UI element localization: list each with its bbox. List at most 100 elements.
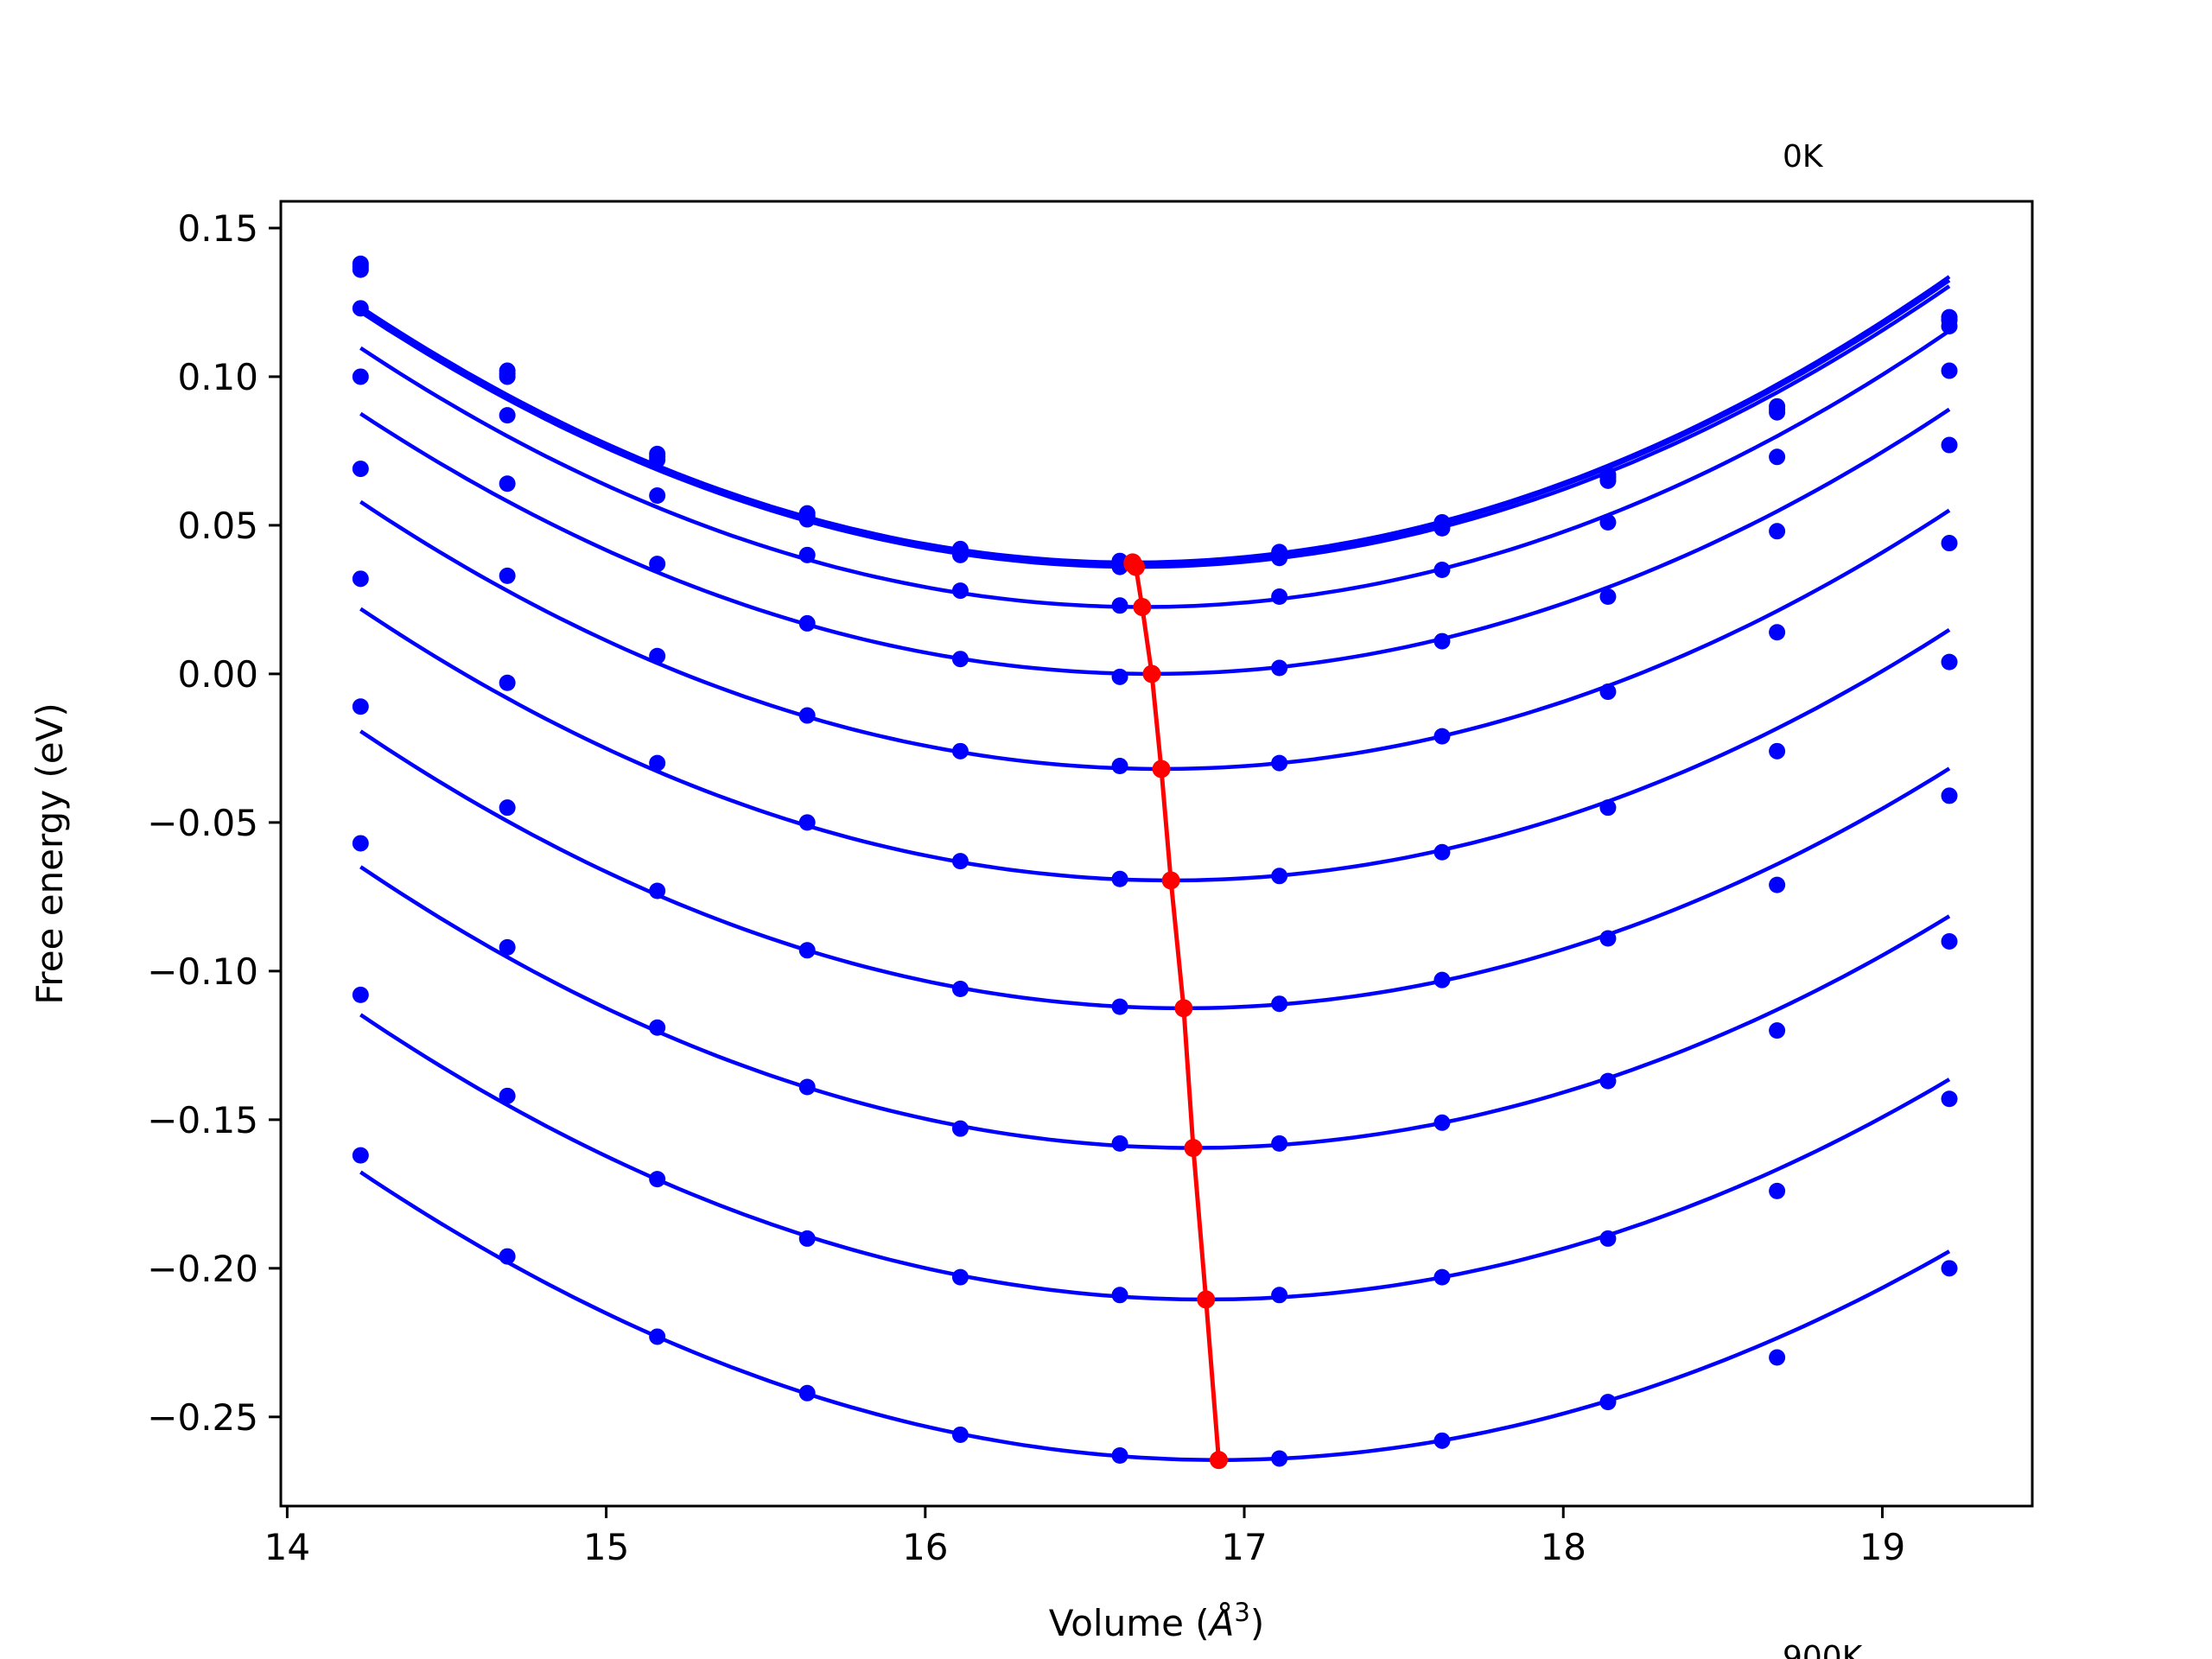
y-tick-label: −0.05 [147,802,258,844]
y-tick-label: −0.25 [147,1396,258,1439]
minima-layer [1123,553,1228,1470]
data-point [1599,799,1617,817]
data-point [951,853,969,870]
data-point [1941,1090,1958,1108]
data-point [1433,843,1451,861]
x-tick-label: 19 [1859,1526,1905,1568]
minimum-point [1142,664,1161,683]
data-point [1599,1230,1617,1247]
series-8 [352,835,1958,1152]
y-tick-label: 0.15 [177,207,258,250]
data-point [798,942,816,959]
data-point [1111,1447,1128,1465]
data-point [1941,317,1958,334]
data-point [1769,523,1786,540]
data-point [798,707,816,724]
data-point [1111,758,1128,775]
data-point [1769,448,1786,466]
series-10 [352,1147,1958,1467]
x-axis-label: Volume (Å3) [1049,1598,1265,1644]
data-point [1271,550,1288,567]
data-point [1769,1022,1786,1039]
data-point [1599,1072,1617,1090]
data-point [1271,588,1288,605]
data-point [1111,1287,1128,1304]
x-axis-ticks: 14 15 16 17 18 19 [264,1506,1905,1568]
y-tick-label: 0.10 [177,356,258,398]
minimum-point [1174,999,1193,1018]
series-curve [359,865,1951,1150]
minimum-point [1161,871,1180,890]
data-point [1111,870,1128,887]
x-tick-label: 14 [264,1526,310,1568]
data-point [352,300,369,317]
data-point [1769,1349,1786,1366]
data-point [499,407,516,424]
data-point [499,368,516,385]
series-curve [359,1013,1951,1302]
data-point [649,556,666,573]
y-tick-label: −0.10 [147,950,258,993]
data-point [1941,535,1958,552]
data-point [1599,1394,1617,1411]
data-point [352,368,369,385]
data-point [499,1248,516,1265]
data-point [1433,1114,1451,1131]
data-point [798,546,816,563]
minimum-point [1152,760,1171,779]
data-point [499,1087,516,1104]
data-point [1769,876,1786,893]
data-point [499,938,516,956]
data-point [798,614,816,632]
data-point [1941,932,1958,950]
data-point [1271,659,1288,677]
data-point [1599,683,1617,701]
data-point [951,1268,969,1286]
y-tick-label: −0.20 [147,1248,258,1290]
minimum-point [1127,557,1146,576]
data-point [1599,588,1617,605]
data-point [1433,1268,1451,1286]
y-tick-label: 0.00 [177,653,258,696]
data-point [1433,1432,1451,1449]
data-point [1769,404,1786,421]
data-point [1271,868,1288,885]
minimum-point [1184,1139,1203,1158]
minimum-point [1209,1451,1228,1470]
data-point [798,814,816,831]
data-point [1433,971,1451,988]
data-point [499,567,516,584]
data-point [1769,742,1786,760]
minimum-point [1197,1290,1216,1309]
data-point [352,570,369,588]
data-point [1599,513,1617,531]
data-point [798,1078,816,1096]
series-curve [359,607,1951,883]
data-point [1271,754,1288,772]
data-point [1433,562,1451,579]
data-point [1271,995,1288,1013]
data-point [649,451,666,468]
data-point [1769,1182,1786,1199]
data-point [1941,436,1958,454]
data-point [1433,519,1451,537]
data-point [951,742,969,760]
data-point [352,698,369,715]
data-point [951,546,969,563]
data-point [649,882,666,899]
data-point [951,651,969,668]
series-curve [359,1170,1951,1462]
data-point [499,799,516,817]
data-point [951,582,969,600]
data-point [1769,624,1786,641]
data-point [649,1171,666,1188]
series-3 [352,300,1958,614]
annotation-0k: 0K [1783,139,1824,175]
data-point [352,986,369,1003]
series-2 [352,261,1958,575]
data-point [1111,1135,1128,1152]
series-7 [352,698,1958,1015]
data-point [1271,1287,1288,1304]
data-point [1111,998,1128,1015]
